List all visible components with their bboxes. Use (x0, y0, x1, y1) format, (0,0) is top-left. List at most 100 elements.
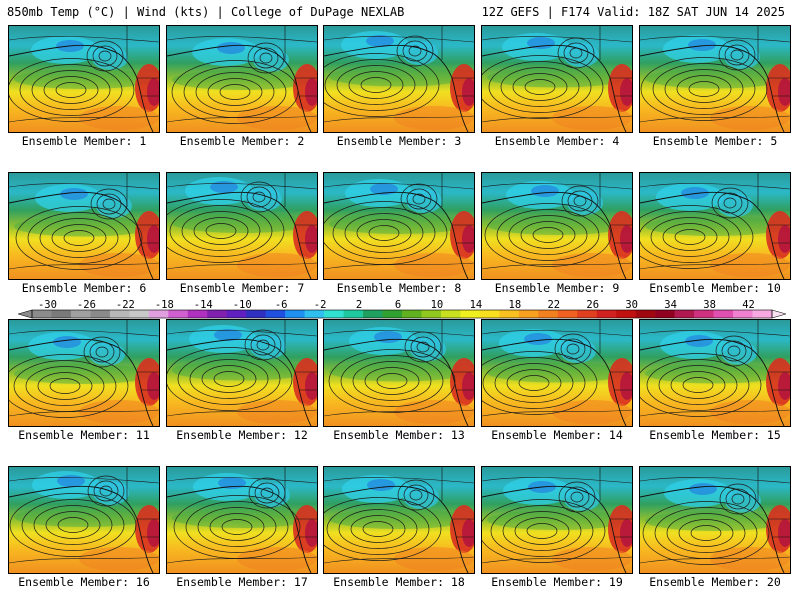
colorbar-tick-label: -14 (194, 300, 213, 311)
ensemble-member-label: Ensemble Member: 5 (652, 134, 778, 148)
colorbar-swatch (499, 310, 520, 318)
colorbar-right-arrow (771, 309, 786, 319)
ensemble-member-label: Ensemble Member: 6 (21, 281, 147, 295)
colorbar-swatch (226, 310, 247, 318)
ensemble-member-label: Ensemble Member: 14 (491, 428, 623, 442)
colorbar-tick-label: 42 (742, 300, 755, 311)
colorbar-swatch (402, 310, 422, 318)
temperature-wind-map (324, 26, 474, 132)
colorbar-swatch (70, 310, 91, 318)
temperature-wind-map (9, 320, 159, 426)
colorbar-swatch (32, 310, 52, 318)
temperature-wind-map (482, 320, 632, 426)
ensemble-map-panel (639, 466, 791, 574)
colorbar-swatch (596, 310, 617, 318)
colorbar-tick-label: -18 (155, 300, 174, 311)
colorbar-swatch (518, 310, 539, 318)
temperature-wind-map (324, 320, 474, 426)
temperature-wind-map (167, 320, 317, 426)
temperature-wind-map (9, 467, 159, 573)
colorbar-tick-label: 26 (586, 300, 599, 311)
colorbar-swatch (557, 310, 578, 318)
colorbar-swatch (285, 310, 305, 318)
temperature-wind-map (167, 26, 317, 132)
ensemble-map-panel (166, 319, 318, 427)
temperature-wind-map (324, 173, 474, 279)
ensemble-member-label: Ensemble Member: 8 (336, 281, 462, 295)
colorbar-tick-label: -26 (77, 300, 96, 311)
colorbar-swatch (265, 310, 286, 318)
ensemble-member-label: Ensemble Member: 16 (18, 575, 150, 589)
colorbar-tick-label: -2 (314, 300, 327, 311)
ensemble-map-panel (639, 172, 791, 280)
temperature-wind-map (640, 320, 790, 426)
colorbar-tick-label: 2 (356, 300, 362, 311)
ensemble-map-panel (323, 466, 475, 574)
ensemble-member-label: Ensemble Member: 12 (176, 428, 308, 442)
ensemble-map-panel (481, 319, 633, 427)
ensemble-map-panel (639, 319, 791, 427)
ensemble-member-label: Ensemble Member: 11 (18, 428, 150, 442)
ensemble-map-panel (8, 25, 160, 133)
colorbar-tick-label: 10 (431, 300, 444, 311)
colorbar-swatch (479, 310, 500, 318)
ensemble-member-label: Ensemble Member: 4 (494, 134, 620, 148)
colorbar-swatch (363, 310, 383, 318)
colorbar-swatch (674, 310, 695, 318)
ensemble-member-label: Ensemble Member: 10 (649, 281, 781, 295)
ensemble-map-panel (8, 466, 160, 574)
colorbar-swatch (304, 310, 325, 318)
colorbar-swatch (187, 310, 208, 318)
colorbar-swatch (694, 310, 714, 318)
colorbar-tick-label: 6 (395, 300, 401, 311)
temperature-wind-map (640, 467, 790, 573)
ensemble-map-panel (166, 25, 318, 133)
colorbar-swatch (440, 310, 461, 318)
colorbar-swatch (421, 310, 442, 318)
ensemble-map-panel (166, 172, 318, 280)
colorbar-swatch (324, 310, 344, 318)
colorbar-tick-label: 38 (703, 300, 716, 311)
colorbar-swatch (129, 310, 150, 318)
colorbar-swatch (168, 310, 189, 318)
ensemble-map-panel (8, 172, 160, 280)
ensemble-map-panel (8, 319, 160, 427)
colorbar-tick-label: 30 (625, 300, 638, 311)
colorbar-swatch (382, 310, 403, 318)
temperature-wind-map (167, 467, 317, 573)
colorbar-tick-label: -22 (116, 300, 135, 311)
ensemble-member-label: Ensemble Member: 1 (21, 134, 147, 148)
ensemble-map-panel (481, 466, 633, 574)
colorbar-swatch (51, 310, 72, 318)
ensemble-map-panel (481, 25, 633, 133)
temperature-wind-map (324, 467, 474, 573)
colorbar-swatch (713, 310, 734, 318)
colorbar-swatch (733, 310, 753, 318)
temperature-wind-map (640, 173, 790, 279)
colorbar-tick-label: -30 (38, 300, 57, 311)
ensemble-member-label: Ensemble Member: 15 (649, 428, 781, 442)
colorbar-tick-label: 34 (664, 300, 677, 311)
ensemble-member-label: Ensemble Member: 2 (179, 134, 305, 148)
colorbar-tick-label: -6 (275, 300, 288, 311)
colorbar-swatch (655, 310, 675, 318)
colorbar-swatch (207, 310, 228, 318)
colorbar-swatch (752, 310, 773, 318)
temperature-wind-map (9, 173, 159, 279)
colorbar-swatch (538, 310, 559, 318)
colorbar-swatch (90, 310, 111, 318)
temperature-wind-map (640, 26, 790, 132)
colorbar-tick-label: -10 (233, 300, 252, 311)
colorbar-swatch (635, 310, 656, 318)
ensemble-member-label: Ensemble Member: 19 (491, 575, 623, 589)
colorbar-swatch (460, 310, 481, 318)
ensemble-member-label: Ensemble Member: 3 (336, 134, 462, 148)
colorbar-swatch (148, 310, 169, 318)
ensemble-member-label: Ensemble Member: 9 (494, 281, 620, 295)
model-run-info: 12Z GEFS | F174 Valid: 18Z SAT JUN 14 20… (481, 5, 785, 19)
ensemble-map-panel (166, 466, 318, 574)
temperature-wind-map (167, 173, 317, 279)
ensemble-map-panel (481, 172, 633, 280)
colorbar-swatch (343, 310, 364, 318)
temperature-wind-map (482, 26, 632, 132)
